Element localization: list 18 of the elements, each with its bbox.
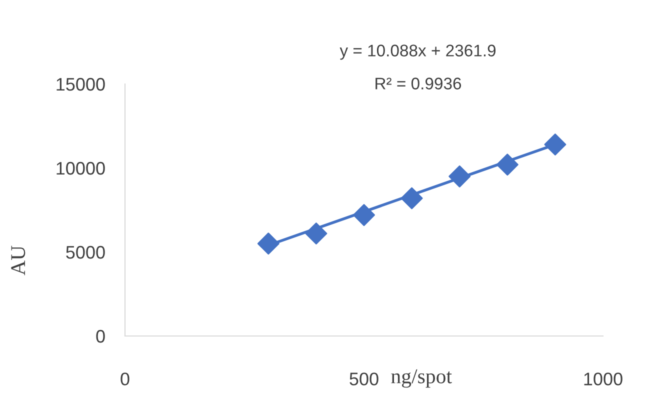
point <box>353 204 375 226</box>
y-tick-label: 15000 <box>56 78 105 91</box>
x-tick-label: 0 <box>120 372 130 386</box>
point <box>496 154 518 176</box>
y-tick-label: 0 <box>96 330 105 343</box>
annotation: R² = 0.9936 <box>376 78 462 90</box>
text: y = 10.088x + 2361.9 <box>340 44 496 60</box>
y-axis-title: AU <box>11 246 26 276</box>
x-axis-title: ng/spot <box>391 369 452 388</box>
x-tick-label: 500 <box>350 372 378 386</box>
point <box>305 222 328 245</box>
point <box>448 165 471 188</box>
x-tick-label: 1000 <box>584 372 622 386</box>
point <box>257 232 280 255</box>
y-tick-label: 5000 <box>66 246 105 259</box>
point <box>544 133 566 156</box>
y-tick-label: 10000 <box>56 162 105 175</box>
point <box>400 187 423 210</box>
